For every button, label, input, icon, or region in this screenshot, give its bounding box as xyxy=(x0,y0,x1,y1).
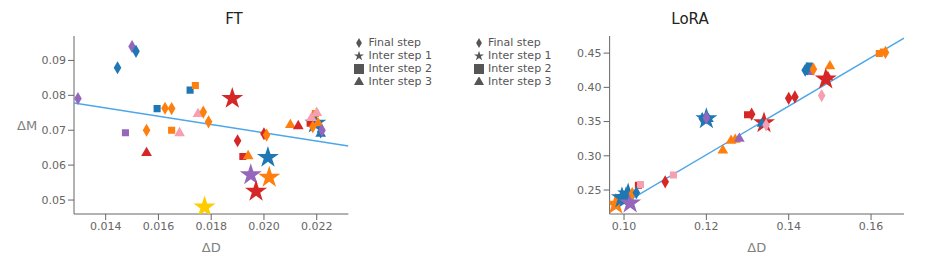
svg-text:0.07: 0.07 xyxy=(42,124,67,137)
svg-text:0.12: 0.12 xyxy=(694,220,719,233)
svg-text:0.10: 0.10 xyxy=(612,220,637,233)
svg-text:ΔD: ΔD xyxy=(747,240,766,252)
svg-text:0.022: 0.022 xyxy=(301,220,333,233)
svg-text:0.09: 0.09 xyxy=(42,54,67,67)
svg-text:0.06: 0.06 xyxy=(42,159,67,172)
svg-text:0.016: 0.016 xyxy=(143,220,175,233)
svg-text:0.30: 0.30 xyxy=(577,150,602,163)
html-text:Inter step 2: Inter step 2 xyxy=(488,62,552,75)
svg-text:0.05: 0.05 xyxy=(42,194,67,207)
html-text:Final step: Final step xyxy=(368,36,421,49)
svg-text:ΔM: ΔM xyxy=(17,118,37,133)
svg-text:0.020: 0.020 xyxy=(248,220,280,233)
html-text:Final step: Final step xyxy=(488,36,541,49)
svg-text:0.16: 0.16 xyxy=(859,220,884,233)
html-text:Inter step 1: Inter step 1 xyxy=(488,49,552,62)
svg-text:0.35: 0.35 xyxy=(577,115,602,128)
html-text:Inter step 3: Inter step 3 xyxy=(368,75,432,88)
svg-text:0.014: 0.014 xyxy=(90,220,122,233)
html-text:Inter step 3: Inter step 3 xyxy=(488,75,552,88)
svg-text:0.08: 0.08 xyxy=(42,89,67,102)
svg-text:ΔD: ΔD xyxy=(202,240,221,252)
html-text:Inter step 2: Inter step 2 xyxy=(368,62,432,75)
html-text:LoRA: LoRA xyxy=(671,10,709,28)
html-text:Inter step 1: Inter step 1 xyxy=(368,49,432,62)
html-text:FT: FT xyxy=(225,10,243,28)
svg-text:0.14: 0.14 xyxy=(776,220,801,233)
svg-text:0.25: 0.25 xyxy=(577,184,602,197)
svg-text:0.018: 0.018 xyxy=(195,220,227,233)
svg-text:0.45: 0.45 xyxy=(577,47,602,60)
svg-text:0.40: 0.40 xyxy=(577,81,602,94)
